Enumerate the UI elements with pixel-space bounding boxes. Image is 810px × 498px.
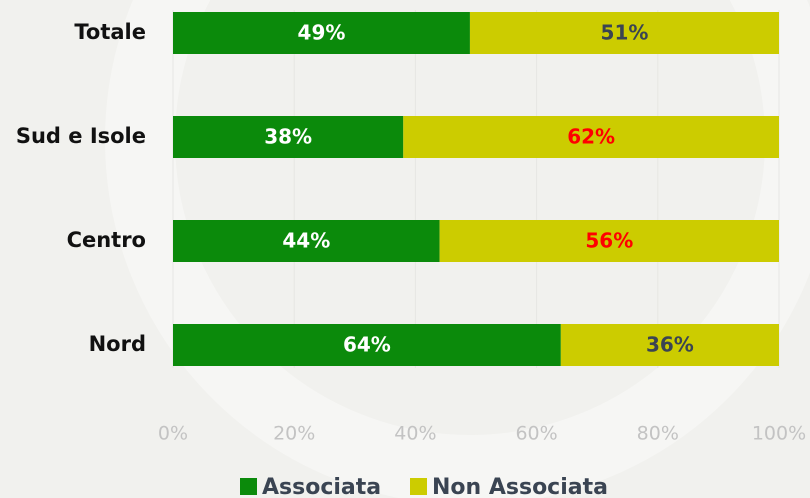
x-tick-label: 20% <box>273 423 315 445</box>
bar-segment <box>403 116 779 158</box>
data-label: 38% <box>264 125 312 149</box>
data-label: 62% <box>567 125 615 149</box>
legend-label: Non Associata <box>432 475 608 498</box>
x-tick-label: 100% <box>752 423 806 445</box>
bar-segment <box>173 220 440 262</box>
legend-swatch <box>240 478 257 495</box>
data-label: 44% <box>282 229 330 253</box>
legend-swatch <box>410 478 427 495</box>
x-tick-label: 0% <box>158 423 188 445</box>
x-tick-label: 80% <box>637 423 679 445</box>
data-label: 49% <box>298 21 346 45</box>
legend-label: Associata <box>262 475 381 498</box>
background-decoration <box>105 0 810 498</box>
data-label: 51% <box>601 21 649 45</box>
y-tick-label: Centro <box>67 228 146 252</box>
data-label: 56% <box>585 229 633 253</box>
bar-segment <box>439 220 779 262</box>
y-tick-label: Sud e Isole <box>16 124 146 148</box>
bar-segment <box>469 12 779 54</box>
bar-segment <box>560 324 779 366</box>
y-tick-label: Totale <box>74 20 146 44</box>
bar-segment <box>173 324 561 366</box>
bar-segment <box>173 12 470 54</box>
x-tick-label: 60% <box>515 423 557 445</box>
bar-segment <box>173 116 404 158</box>
y-tick-label: Nord <box>89 332 146 356</box>
data-label: 64% <box>343 333 391 357</box>
x-tick-label: 40% <box>394 423 436 445</box>
data-label: 36% <box>646 333 694 357</box>
